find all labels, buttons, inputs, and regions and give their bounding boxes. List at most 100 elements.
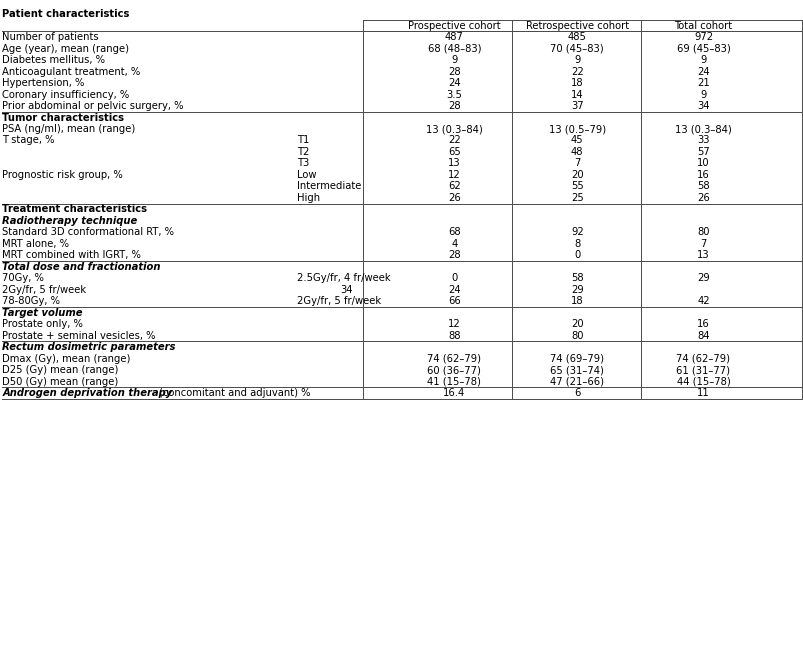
Text: 20: 20 <box>570 319 583 329</box>
Text: 80: 80 <box>696 227 709 237</box>
Text: 92: 92 <box>570 227 583 237</box>
Text: 28: 28 <box>447 250 460 261</box>
Text: 58: 58 <box>696 181 709 192</box>
Text: T stage, %: T stage, % <box>2 135 55 146</box>
Text: Standard 3D conformational RT, %: Standard 3D conformational RT, % <box>2 227 174 237</box>
Text: Androgen deprivation therapy: Androgen deprivation therapy <box>2 388 173 398</box>
Text: 9: 9 <box>573 55 580 65</box>
Text: Prostate only, %: Prostate only, % <box>2 319 84 329</box>
Text: 16: 16 <box>696 319 709 329</box>
Text: 13: 13 <box>447 159 460 168</box>
Text: 8: 8 <box>573 239 580 249</box>
Text: 84: 84 <box>696 331 709 341</box>
Text: 61 (31–77): 61 (31–77) <box>675 365 730 375</box>
Text: 74 (62–79): 74 (62–79) <box>426 353 481 364</box>
Text: 16: 16 <box>696 170 709 180</box>
Text: 29: 29 <box>570 284 583 295</box>
Text: 58: 58 <box>570 273 583 283</box>
Text: Tumor characteristics: Tumor characteristics <box>2 112 124 123</box>
Text: 16.4: 16.4 <box>442 388 465 398</box>
Text: 12: 12 <box>447 319 460 329</box>
Text: Patient characteristics: Patient characteristics <box>2 9 129 19</box>
Text: 74 (62–79): 74 (62–79) <box>675 353 730 364</box>
Text: 485: 485 <box>567 32 586 42</box>
Text: 65 (31–74): 65 (31–74) <box>549 365 604 375</box>
Text: 11: 11 <box>696 388 709 398</box>
Text: MRT combined with IGRT, %: MRT combined with IGRT, % <box>2 250 141 261</box>
Text: 0: 0 <box>450 273 457 283</box>
Text: 48: 48 <box>570 147 583 157</box>
Text: 80: 80 <box>570 331 583 341</box>
Text: Diabetes mellitus, %: Diabetes mellitus, % <box>2 55 105 65</box>
Text: 62: 62 <box>447 181 460 192</box>
Text: PSA (ng/ml), mean (range): PSA (ng/ml), mean (range) <box>2 124 136 134</box>
Text: 24: 24 <box>447 78 460 88</box>
Text: 13 (0.3–84): 13 (0.3–84) <box>675 124 731 134</box>
Text: Total cohort: Total cohort <box>674 21 732 31</box>
Text: 2Gy/fr, 5 fr/week: 2Gy/fr, 5 fr/week <box>297 296 381 306</box>
Text: 57: 57 <box>696 147 709 157</box>
Text: 4: 4 <box>450 239 457 249</box>
Text: Total dose and fractionation: Total dose and fractionation <box>2 262 161 272</box>
Text: MRT alone, %: MRT alone, % <box>2 239 69 249</box>
Text: Prostate + seminal vesicles, %: Prostate + seminal vesicles, % <box>2 331 156 341</box>
Text: Prospective cohort: Prospective cohort <box>407 21 500 31</box>
Text: T1: T1 <box>297 135 309 146</box>
Text: D50 (Gy) mean (range): D50 (Gy) mean (range) <box>2 377 119 386</box>
Text: 18: 18 <box>570 296 583 306</box>
Text: 60 (36–77): 60 (36–77) <box>426 365 481 375</box>
Text: Number of patients: Number of patients <box>2 32 99 42</box>
Text: 47 (21–66): 47 (21–66) <box>549 377 604 386</box>
Text: Intermediate: Intermediate <box>297 181 361 192</box>
Text: 78-80Gy, %: 78-80Gy, % <box>2 296 60 306</box>
Text: 68 (48–83): 68 (48–83) <box>427 44 480 54</box>
Text: Target volume: Target volume <box>2 308 83 318</box>
Text: (concomitant and adjuvant) %: (concomitant and adjuvant) % <box>159 388 310 398</box>
Text: Anticoagulant treatment, %: Anticoagulant treatment, % <box>2 66 141 77</box>
Text: 33: 33 <box>696 135 709 146</box>
Text: 13 (0.3–84): 13 (0.3–84) <box>426 124 482 134</box>
Text: Retrospective cohort: Retrospective cohort <box>525 21 628 31</box>
Text: 42: 42 <box>696 296 709 306</box>
Text: 21: 21 <box>696 78 709 88</box>
Text: 12: 12 <box>447 170 460 180</box>
Text: 972: 972 <box>693 32 712 42</box>
Text: 14: 14 <box>570 90 583 99</box>
Text: T2: T2 <box>297 147 309 157</box>
Text: 2.5Gy/fr, 4 fr/week: 2.5Gy/fr, 4 fr/week <box>297 273 390 283</box>
Text: 28: 28 <box>447 101 460 111</box>
Text: 10: 10 <box>696 159 709 168</box>
Text: Prior abdominal or pelvic surgery, %: Prior abdominal or pelvic surgery, % <box>2 101 184 111</box>
Text: 25: 25 <box>570 193 583 203</box>
Text: 24: 24 <box>696 66 709 77</box>
Text: 6: 6 <box>573 388 580 398</box>
Text: 70Gy, %: 70Gy, % <box>2 273 44 283</box>
Text: 18: 18 <box>570 78 583 88</box>
Text: 28: 28 <box>447 66 460 77</box>
Text: Coronary insufficiency, %: Coronary insufficiency, % <box>2 90 129 99</box>
Text: 44 (15–78): 44 (15–78) <box>676 377 729 386</box>
Text: 7: 7 <box>699 239 706 249</box>
Text: Dmax (Gy), mean (range): Dmax (Gy), mean (range) <box>2 353 131 364</box>
Text: Radiotherapy technique: Radiotherapy technique <box>2 216 137 226</box>
Text: 69 (45–83): 69 (45–83) <box>676 44 729 54</box>
Text: 29: 29 <box>696 273 709 283</box>
Text: High: High <box>297 193 320 203</box>
Text: Low: Low <box>297 170 316 180</box>
Text: 0: 0 <box>573 250 580 261</box>
Text: 34: 34 <box>340 284 353 295</box>
Text: Treatment characteristics: Treatment characteristics <box>2 204 147 214</box>
Text: 66: 66 <box>447 296 460 306</box>
Text: 9: 9 <box>699 55 706 65</box>
Text: 22: 22 <box>570 66 583 77</box>
Text: 65: 65 <box>447 147 460 157</box>
Text: 68: 68 <box>447 227 460 237</box>
Text: 20: 20 <box>570 170 583 180</box>
Text: Age (year), mean (range): Age (year), mean (range) <box>2 44 129 54</box>
Text: 45: 45 <box>570 135 583 146</box>
Text: 88: 88 <box>447 331 460 341</box>
Text: 9: 9 <box>699 90 706 99</box>
Text: Prognostic risk group, %: Prognostic risk group, % <box>2 170 123 180</box>
Text: 2Gy/fr, 5 fr/week: 2Gy/fr, 5 fr/week <box>2 284 87 295</box>
Text: 26: 26 <box>447 193 460 203</box>
